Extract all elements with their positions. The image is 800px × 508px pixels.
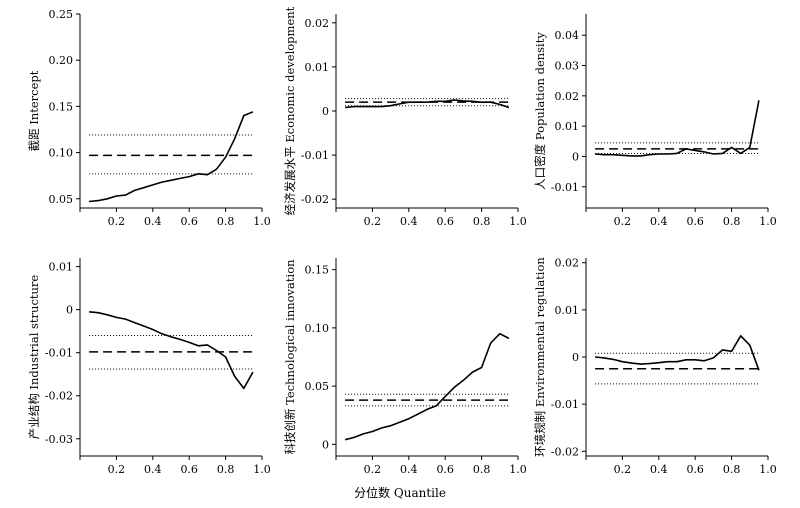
x-tick-label: 0.8 bbox=[723, 463, 741, 476]
panel-5: 0 0.05 0.10 0.15 0.2 0.4 0.6 0.8 1.0 科技创新 Technol… bbox=[283, 258, 527, 476]
x-tick-label: 0.2 bbox=[364, 463, 382, 476]
x-tick-label: 0.8 bbox=[217, 463, 235, 476]
quantile-coefficient-line bbox=[89, 311, 254, 390]
x-tick-label: 0.6 bbox=[686, 215, 704, 228]
y-axis-label: 科技创新 Technological innovation bbox=[283, 259, 297, 455]
x-tick-label: 0.4 bbox=[400, 463, 418, 476]
x-tick-label: 1.0 bbox=[759, 215, 777, 228]
y-axis-label: 产业结构 Industrial structure bbox=[27, 275, 41, 440]
y-tick-label: -0.01 bbox=[301, 149, 329, 162]
quantile-coefficient-line bbox=[345, 99, 510, 109]
y-tick-label: 0 bbox=[572, 150, 579, 163]
panel-4: -0.03 -0.02 -0.01 0 0.01 0.2 0.4 0.6 0.8 1.0 产业结构 … bbox=[27, 258, 271, 476]
panel-2: -0.02 -0.01 0 0.01 0.02 0.2 0.4 0.6 0.8 1.0 经济发展水平… bbox=[283, 6, 527, 228]
y-tick-label: 0.05 bbox=[305, 380, 330, 393]
y-tick-label: 0.25 bbox=[49, 8, 74, 21]
y-tick-label: 0 bbox=[322, 438, 329, 451]
quantile-coefficient-line bbox=[344, 332, 510, 441]
x-tick-label: 1.0 bbox=[253, 463, 271, 476]
y-tick-label: 0.01 bbox=[555, 120, 580, 133]
y-tick-label: 0.02 bbox=[555, 257, 580, 270]
x-tick-label: 0.2 bbox=[614, 215, 632, 228]
y-tick-label: -0.02 bbox=[45, 390, 73, 403]
x-tick-label: 0.8 bbox=[723, 215, 741, 228]
x-tick-label: 0.6 bbox=[686, 463, 704, 476]
y-tick-label: 0.10 bbox=[305, 322, 330, 335]
x-tick-label: 0.4 bbox=[650, 463, 668, 476]
shared-x-axis-label: 分位数 Quantile bbox=[354, 486, 446, 500]
x-tick-label: 0.6 bbox=[180, 215, 198, 228]
y-tick-label: 0.04 bbox=[555, 29, 580, 42]
y-tick-label: 0.01 bbox=[555, 304, 580, 317]
y-tick-label: -0.01 bbox=[45, 347, 73, 360]
y-tick-label: 0 bbox=[572, 351, 579, 364]
y-tick-label: -0.01 bbox=[551, 181, 579, 194]
y-tick-label: -0.02 bbox=[301, 193, 329, 206]
x-tick-label: 0.4 bbox=[144, 463, 162, 476]
x-tick-label: 0.6 bbox=[436, 463, 454, 476]
y-tick-label: 0.15 bbox=[49, 100, 74, 113]
quantile-coefficient-line bbox=[595, 100, 760, 157]
x-tick-label: 0.2 bbox=[108, 215, 126, 228]
panel-1: 0.05 0.10 0.15 0.20 0.25 0.2 0.4 0.6 0.8 1.0 截距 In… bbox=[27, 8, 271, 228]
y-tick-label: 0.10 bbox=[49, 147, 74, 160]
y-axis-label: 环境规制 Environmental regulation bbox=[533, 257, 547, 457]
quantile-coefficient-line bbox=[89, 111, 254, 203]
panel-6: -0.02 -0.01 0 0.01 0.02 0.2 0.4 0.6 0.8 1.0 环境规制 E… bbox=[533, 257, 777, 476]
x-tick-label: 0.4 bbox=[400, 215, 418, 228]
x-tick-label: 0.8 bbox=[473, 463, 491, 476]
y-axis-label: 经济发展水平 Economic development bbox=[283, 6, 297, 215]
x-tick-label: 0.4 bbox=[144, 215, 162, 228]
y-tick-label: 0.05 bbox=[49, 193, 74, 206]
y-tick-label: -0.03 bbox=[45, 433, 73, 446]
y-tick-label: 0.03 bbox=[555, 60, 580, 73]
x-tick-label: 0.6 bbox=[436, 215, 454, 228]
x-tick-label: 1.0 bbox=[759, 463, 777, 476]
y-tick-label: 0.02 bbox=[305, 17, 330, 30]
x-tick-label: 1.0 bbox=[253, 215, 271, 228]
y-tick-label: -0.01 bbox=[551, 398, 579, 411]
x-tick-label: 0.8 bbox=[473, 215, 491, 228]
x-tick-label: 0.2 bbox=[614, 463, 632, 476]
x-tick-label: 0.4 bbox=[650, 215, 668, 228]
y-tick-label: 0.15 bbox=[305, 264, 330, 277]
x-tick-label: 0.8 bbox=[217, 215, 235, 228]
x-tick-label: 1.0 bbox=[509, 215, 527, 228]
y-tick-label: 0 bbox=[66, 304, 73, 317]
y-tick-label: 0.02 bbox=[555, 90, 580, 103]
y-tick-label: -0.02 bbox=[551, 445, 579, 458]
x-tick-label: 0.2 bbox=[108, 463, 126, 476]
quantile-coefficient-line bbox=[595, 334, 760, 371]
x-tick-label: 1.0 bbox=[509, 463, 527, 476]
y-tick-label: 0 bbox=[322, 105, 329, 118]
y-axis-label: 人口密度 Population density bbox=[533, 32, 547, 190]
x-tick-label: 0.6 bbox=[180, 463, 198, 476]
y-tick-label: 0.01 bbox=[49, 261, 74, 274]
y-tick-label: 0.01 bbox=[305, 61, 330, 74]
x-tick-label: 0.2 bbox=[364, 215, 382, 228]
panel-3: -0.01 0 0.01 0.02 0.03 0.04 0.2 0.4 0.6 0.8 1.0 人口密… bbox=[533, 14, 777, 228]
y-axis-label: 截距 Intercept bbox=[27, 70, 41, 151]
y-tick-label: 0.20 bbox=[49, 54, 74, 67]
